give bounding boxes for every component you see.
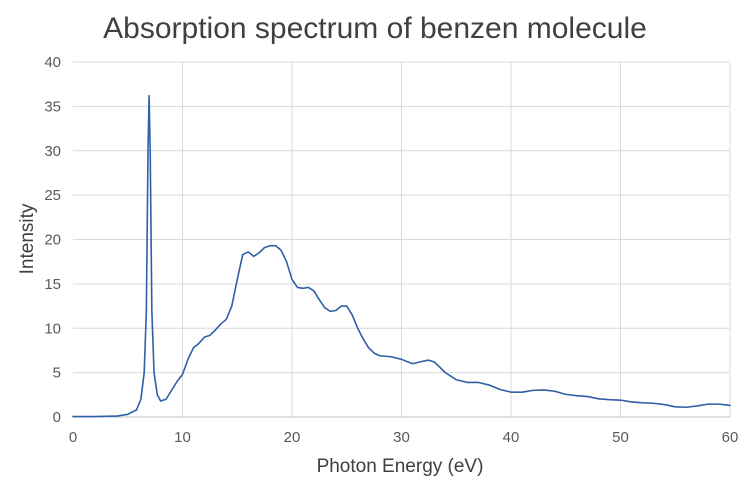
series-group — [72, 94, 731, 418]
y-tick-label: 0 — [53, 409, 61, 426]
x-tick-label: 40 — [503, 429, 520, 446]
chart-title: Absorption spectrum of benzen molecule — [103, 12, 647, 45]
y-tick-label: 20 — [44, 232, 61, 249]
y-axis-ticks: 0 5 10 15 20 25 30 35 40 — [44, 54, 61, 426]
spectrum-line — [72, 94, 731, 418]
gridlines — [73, 61, 731, 418]
x-tick-label: 60 — [722, 429, 739, 446]
x-tick-label: 10 — [174, 429, 191, 446]
x-tick-label: 0 — [69, 429, 77, 446]
x-tick-label: 50 — [612, 429, 629, 446]
y-tick-label: 40 — [44, 54, 61, 71]
y-tick-label: 15 — [44, 276, 61, 293]
y-tick-label: 5 — [53, 365, 61, 382]
x-tick-label: 30 — [393, 429, 410, 446]
x-tick-label: 20 — [284, 429, 301, 446]
y-tick-label: 35 — [44, 98, 61, 115]
y-tick-label: 30 — [44, 143, 61, 160]
y-axis-label: Intensity — [17, 203, 38, 274]
x-axis-ticks: 0 10 20 30 40 50 60 — [69, 429, 739, 446]
y-tick-label: 25 — [44, 187, 61, 204]
x-axis-label: Photon Energy (eV) — [317, 456, 484, 477]
y-tick-label: 10 — [44, 320, 61, 337]
